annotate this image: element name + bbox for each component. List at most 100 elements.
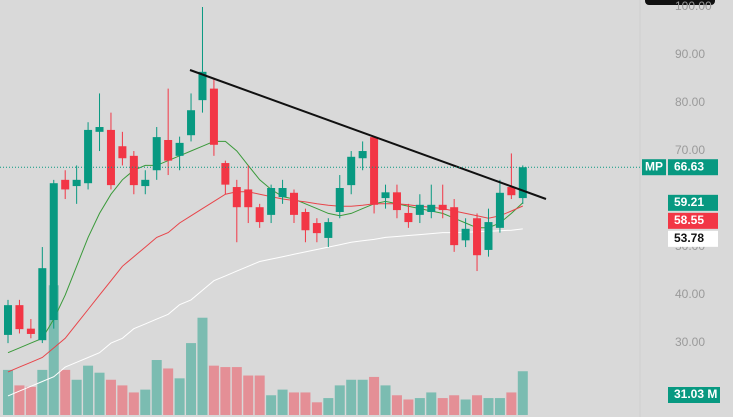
- volume-bar: [14, 385, 25, 415]
- candle-body: [427, 204, 436, 213]
- candle-body: [221, 163, 230, 185]
- volume-bar: [151, 360, 162, 415]
- volume-bar: [357, 379, 368, 415]
- candle-body: [290, 192, 298, 215]
- candle-body: [484, 222, 493, 250]
- volume-bar: [94, 372, 105, 415]
- candle-body: [404, 212, 413, 223]
- volume-bar: [289, 392, 299, 415]
- volume-bar: [300, 392, 311, 415]
- candle-body: [312, 223, 321, 234]
- volume-bar: [231, 367, 242, 415]
- candle-body: [301, 212, 310, 231]
- ma-badge-value: 58.55: [674, 213, 704, 227]
- volume-badge: [668, 387, 720, 403]
- volume-bar: [472, 395, 483, 415]
- candle-body: [209, 88, 218, 145]
- candle-body: [106, 129, 115, 186]
- candle-body: [26, 328, 35, 334]
- ma-badge-value: 53.78: [674, 231, 704, 245]
- volume-bar: [220, 367, 231, 415]
- moving-average: [7, 140, 524, 354]
- volume-layer: [3, 285, 528, 415]
- volume-bar: [197, 317, 208, 415]
- candle-body: [95, 127, 104, 132]
- candle-body: [61, 179, 70, 190]
- candle-body: [232, 187, 241, 208]
- price-badge-label: MP: [645, 159, 663, 173]
- candle-body: [358, 151, 367, 159]
- candle-body: [381, 192, 390, 199]
- volume-bar: [186, 343, 197, 415]
- candle-body: [495, 192, 504, 228]
- y-tick-label: 30.00: [675, 335, 705, 349]
- volume-bar: [277, 389, 288, 415]
- moving-average: [7, 191, 524, 373]
- moving-average: [7, 228, 523, 397]
- candle-body: [164, 139, 173, 161]
- candle-body: [118, 146, 127, 159]
- candle-body: [141, 179, 150, 187]
- volume-bar: [48, 285, 59, 415]
- price-badge: [642, 159, 666, 176]
- volume-bar: [323, 398, 334, 415]
- volume-bar: [311, 402, 322, 415]
- candle-body: [244, 189, 253, 208]
- y-tick-label: 40.00: [675, 287, 705, 301]
- candle-body: [198, 71, 207, 101]
- candle-body: [450, 207, 459, 246]
- candle-body: [518, 167, 527, 199]
- top-chip: [645, 0, 715, 5]
- candle-body: [278, 188, 287, 198]
- y-tick-label: 70.00: [675, 143, 705, 157]
- volume-bar: [346, 379, 357, 415]
- candle-body: [370, 137, 379, 205]
- trendline: [189, 69, 547, 200]
- candle-body: [415, 204, 424, 215]
- candle-body: [324, 222, 333, 238]
- candle-body: [392, 192, 401, 211]
- volume-bar: [494, 398, 505, 415]
- volume-bar: [517, 371, 528, 415]
- volume-bar: [60, 369, 71, 415]
- label-layer: 30.0040.0050.0070.0080.0090.00100.00MP66…: [0, 0, 720, 403]
- candle-body: [473, 218, 482, 256]
- volume-bar: [37, 369, 48, 415]
- candle-body: [129, 155, 138, 186]
- y-tick-label: 100.00: [675, 0, 712, 13]
- volume-bar: [426, 392, 437, 415]
- ma-badge: [668, 230, 718, 247]
- volume-bar: [437, 398, 448, 415]
- candle-body: [438, 204, 447, 211]
- candle-body: [152, 137, 161, 171]
- price-badge-value: 66.63: [674, 159, 704, 173]
- volume-bar: [506, 392, 517, 415]
- candle-body: [84, 129, 93, 184]
- volume-bar: [483, 398, 494, 415]
- candle-body: [461, 228, 470, 241]
- volume-bar: [243, 375, 254, 415]
- volume-bar: [460, 399, 471, 415]
- volume-bar: [163, 368, 174, 415]
- volume-bar: [3, 369, 13, 415]
- volume-bar: [128, 392, 139, 415]
- candle-body: [72, 179, 81, 187]
- volume-bar: [174, 378, 185, 415]
- candle-body: [187, 110, 196, 136]
- candle-body: [335, 188, 344, 213]
- candle-layer: [4, 7, 527, 344]
- volume-badge-value: 31.03 M: [674, 387, 717, 401]
- volume-bar: [369, 376, 380, 415]
- candle-body: [175, 142, 184, 156]
- ma-badge: [668, 194, 718, 211]
- candle-body: [267, 188, 276, 215]
- volume-bar: [266, 395, 277, 415]
- volume-bar: [414, 398, 425, 415]
- candle-body: [255, 207, 264, 223]
- candle-body: [38, 268, 47, 341]
- ma-badge: [668, 212, 718, 229]
- candle-body: [507, 187, 516, 196]
- volume-bar: [254, 375, 265, 415]
- y-tick-label: 90.00: [675, 47, 705, 61]
